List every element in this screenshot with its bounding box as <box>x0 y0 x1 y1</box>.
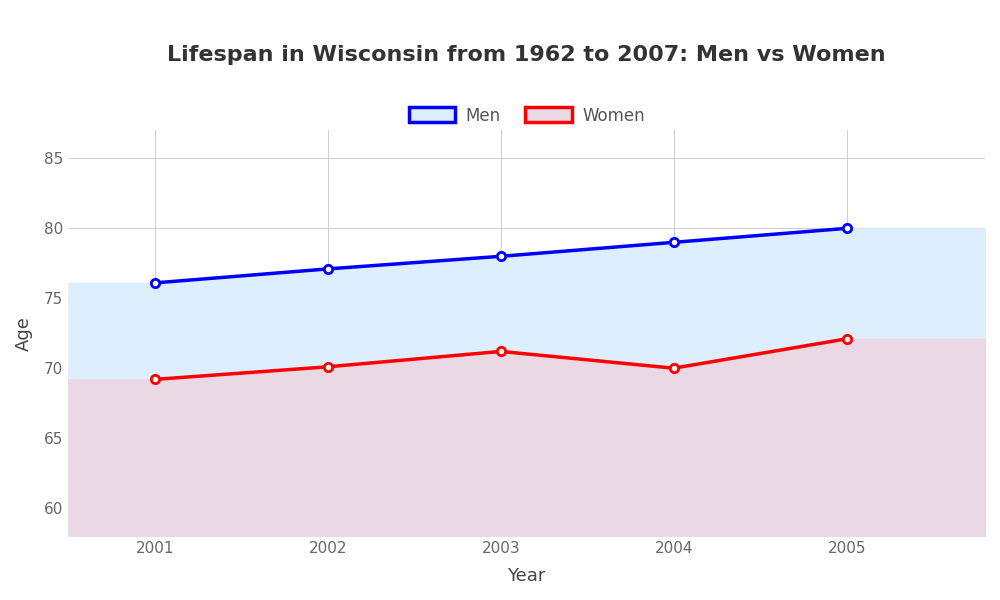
X-axis label: Year: Year <box>507 567 546 585</box>
Y-axis label: Age: Age <box>15 316 33 350</box>
Legend: Men, Women: Men, Women <box>400 98 653 133</box>
Title: Lifespan in Wisconsin from 1962 to 2007: Men vs Women: Lifespan in Wisconsin from 1962 to 2007:… <box>167 45 886 65</box>
